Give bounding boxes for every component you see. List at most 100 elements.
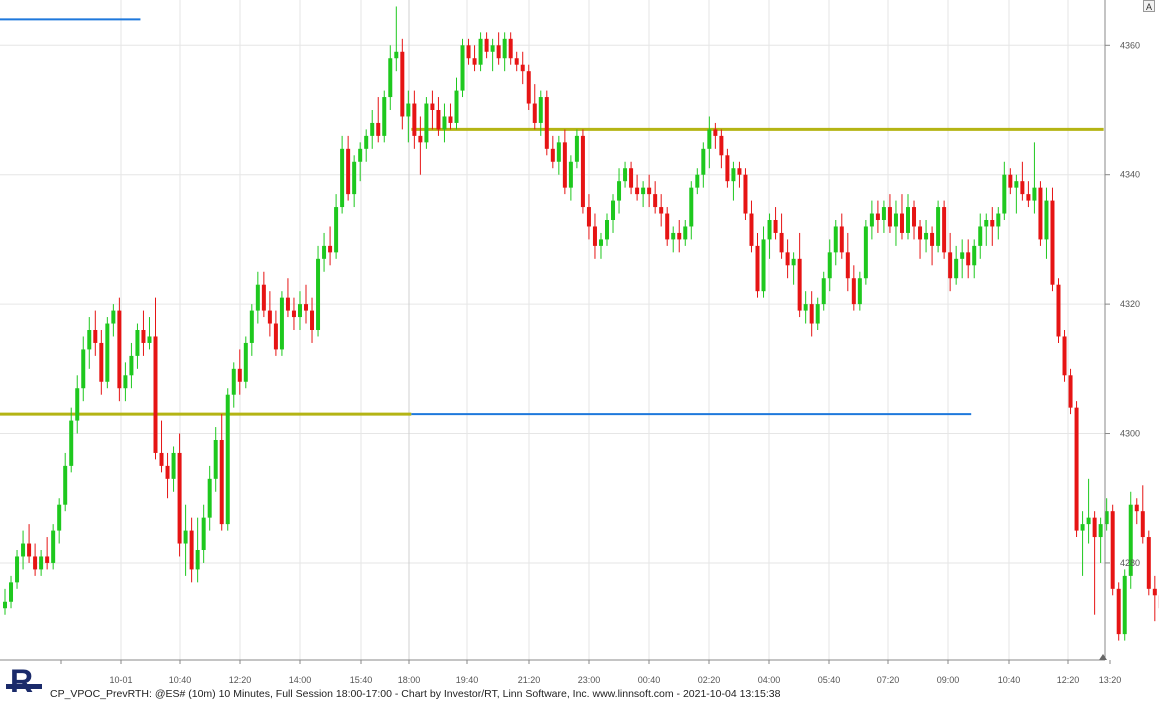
- candle-body: [298, 304, 302, 317]
- candle-body: [57, 505, 61, 531]
- candle-body: [792, 259, 796, 265]
- candle-body: [1020, 181, 1024, 194]
- candle-body: [635, 188, 639, 194]
- candle-body: [822, 278, 826, 304]
- candle-body: [828, 252, 832, 278]
- time-tick-label: 19:40: [456, 675, 479, 685]
- candle-body: [340, 149, 344, 207]
- candle-body: [1123, 576, 1127, 634]
- candle-body: [424, 104, 428, 143]
- candle: [1123, 569, 1127, 640]
- candle-body: [274, 324, 278, 350]
- candle-body: [352, 162, 356, 194]
- candle-body: [15, 556, 19, 582]
- candle-body: [659, 207, 663, 213]
- candle: [743, 168, 747, 220]
- candle-body: [412, 104, 416, 136]
- candle: [105, 317, 109, 388]
- price-tick-label: 4320: [1120, 299, 1140, 309]
- candle-body: [707, 129, 711, 148]
- candle-body: [479, 39, 483, 65]
- candle-body: [816, 304, 820, 323]
- candle-body: [436, 110, 440, 129]
- candle-body: [509, 39, 513, 58]
- auto-scale-button[interactable]: A: [1143, 0, 1155, 12]
- candle-body: [286, 298, 290, 311]
- candle-body: [786, 252, 790, 265]
- candle-body: [81, 349, 85, 388]
- candle-body: [117, 311, 121, 389]
- candle-body: [762, 239, 766, 291]
- candle-body: [1063, 336, 1067, 375]
- candle-body: [111, 311, 115, 324]
- candle-body: [1093, 518, 1097, 537]
- candle-body: [178, 453, 182, 544]
- candle-body: [936, 207, 940, 246]
- candle-body: [551, 149, 555, 162]
- candle-body: [473, 58, 477, 64]
- candle-body: [599, 239, 603, 245]
- time-tick-label: 04:00: [758, 675, 781, 685]
- time-tick-label: 07:20: [877, 675, 900, 685]
- candle-body: [250, 311, 254, 343]
- candle: [382, 91, 386, 143]
- candle-body: [798, 259, 802, 311]
- candle-body: [665, 214, 669, 240]
- candle-body: [756, 246, 760, 291]
- candle-body: [701, 149, 705, 175]
- candle: [545, 91, 549, 156]
- candle-body: [135, 330, 139, 356]
- candle-body: [334, 207, 338, 252]
- candle-body: [1147, 537, 1151, 589]
- candle-body: [154, 336, 158, 452]
- candle-body: [804, 304, 808, 310]
- candle-body: [491, 45, 495, 51]
- candle-body: [75, 388, 79, 420]
- candle-body: [629, 168, 633, 187]
- candle-body: [202, 518, 206, 550]
- candle: [226, 388, 230, 530]
- time-tick-label: 15:40: [350, 675, 373, 685]
- candle-body: [461, 45, 465, 90]
- candle-body: [1014, 181, 1018, 187]
- candle: [581, 129, 585, 213]
- candle-body: [1075, 408, 1079, 531]
- candle-body: [882, 207, 886, 220]
- candle-body: [9, 582, 13, 601]
- candle-body: [1135, 505, 1139, 511]
- candle-body: [244, 343, 248, 382]
- candle-body: [894, 214, 898, 227]
- candle-body: [527, 71, 531, 103]
- candle-body: [27, 544, 31, 557]
- candle-body: [190, 531, 194, 570]
- candle-body: [370, 123, 374, 136]
- candle-body: [515, 58, 519, 64]
- time-tick-label: 23:00: [578, 675, 601, 685]
- candle-body: [948, 252, 952, 278]
- candle-body: [731, 168, 735, 181]
- candle: [280, 291, 284, 356]
- candle: [1075, 401, 1079, 537]
- candle-body: [593, 226, 597, 245]
- candle-body: [1111, 511, 1115, 589]
- candle-body: [533, 104, 537, 123]
- candle-body: [328, 246, 332, 252]
- candle-body: [1050, 201, 1054, 285]
- candle-body: [900, 214, 904, 233]
- candle-body: [141, 330, 145, 343]
- candle-body: [1117, 589, 1121, 634]
- candle-body: [442, 116, 446, 129]
- candle-body: [954, 259, 958, 278]
- candle-body: [99, 343, 103, 382]
- candle: [1117, 582, 1121, 640]
- candle-body: [1153, 589, 1157, 595]
- candle-body: [322, 246, 326, 259]
- candle-body: [394, 52, 398, 58]
- candle-body: [683, 226, 687, 239]
- candle-body: [364, 136, 368, 149]
- candle: [1069, 369, 1073, 414]
- candle-body: [497, 45, 501, 58]
- candle-body: [418, 136, 422, 142]
